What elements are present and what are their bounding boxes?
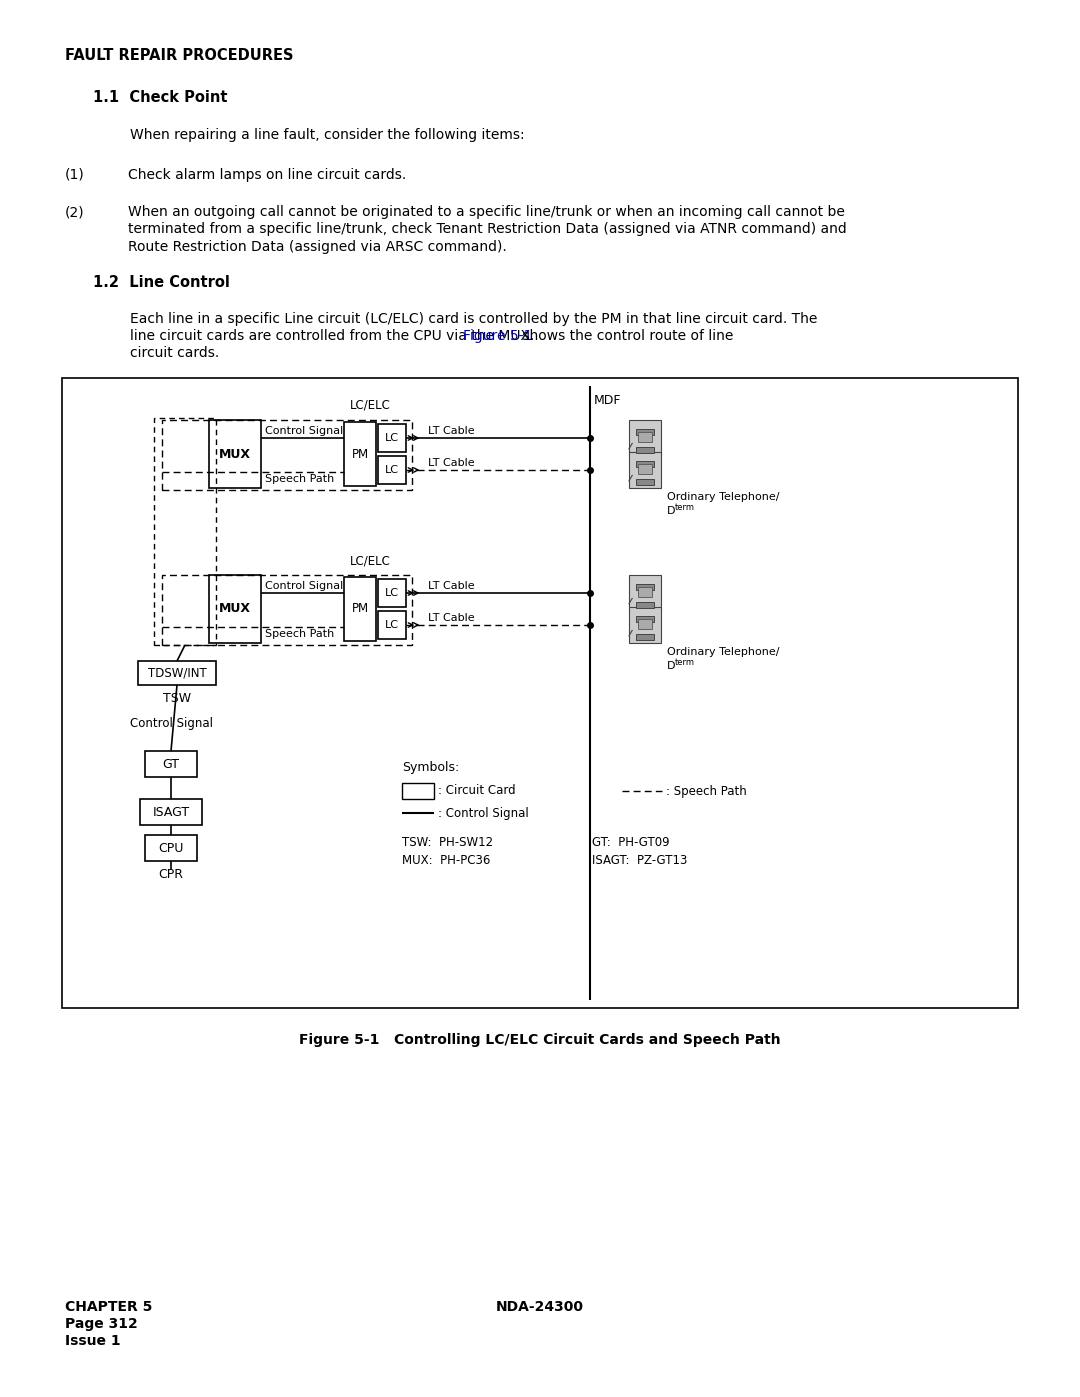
Text: MUX: MUX [219,447,251,461]
Text: : Circuit Card: : Circuit Card [438,785,515,798]
Bar [145,835,197,861]
Text: Page 312: Page 312 [65,1317,138,1331]
Bar [138,661,216,685]
Text: Figure 5-1: Figure 5-1 [463,330,532,344]
Bar [629,420,661,455]
Bar [140,799,202,826]
Text: : Control Signal: : Control Signal [438,806,529,820]
Bar [378,578,406,608]
Text: Control Signal: Control Signal [265,581,343,591]
Text: GT:  PH-GT09: GT: PH-GT09 [592,837,670,849]
Text: Route Restriction Data (assigned via ARSC command).: Route Restriction Data (assigned via ARS… [129,240,507,254]
Text: : Speech Path: : Speech Path [666,785,746,798]
Text: LT Cable: LT Cable [428,458,474,468]
Bar [638,619,652,629]
Text: MUX:  PH-PC36: MUX: PH-PC36 [402,855,490,868]
Text: LT Cable: LT Cable [428,426,474,436]
Text: D: D [667,506,675,515]
Text: TSW:  PH-SW12: TSW: PH-SW12 [402,837,494,849]
Text: 1.2  Line Control: 1.2 Line Control [93,275,230,291]
Text: LC: LC [384,620,399,630]
Text: MUX: MUX [219,602,251,616]
Bar [345,422,376,486]
Text: TSW: TSW [163,693,191,705]
Bar [162,576,411,645]
Bar [638,464,652,475]
Text: Issue 1: Issue 1 [65,1334,121,1348]
Bar [145,752,197,777]
Text: Symbols:: Symbols: [402,761,459,774]
Text: Control Signal: Control Signal [130,717,213,729]
Bar [629,576,661,610]
Bar [636,616,654,622]
Text: shows the control route of line: shows the control route of line [518,330,734,344]
Bar [636,479,654,485]
Bar [378,425,406,453]
Text: Check alarm lamps on line circuit cards.: Check alarm lamps on line circuit cards. [129,168,406,182]
Text: ISAGT: ISAGT [152,806,190,819]
Bar [154,418,216,645]
Text: LC/ELC: LC/ELC [350,400,391,412]
Bar [62,379,1018,1009]
Text: FAULT REPAIR PROCEDURES: FAULT REPAIR PROCEDURES [65,47,294,63]
Bar [378,610,406,638]
Bar [636,584,654,590]
Text: LT Cable: LT Cable [428,581,474,591]
Text: terminated from a specific line/trunk, check Tenant Restriction Data (assigned v: terminated from a specific line/trunk, c… [129,222,847,236]
Bar [629,608,661,643]
Text: PM: PM [351,602,368,616]
Text: CPU: CPU [159,841,184,855]
Text: CHAPTER 5: CHAPTER 5 [65,1301,152,1315]
Text: LC: LC [384,465,399,475]
Text: LC/ELC: LC/ELC [350,555,391,567]
Bar [638,587,652,598]
Bar [629,453,661,488]
Text: Control Signal: Control Signal [265,426,343,436]
Text: When an outgoing call cannot be originated to a specific line/trunk or when an i: When an outgoing call cannot be originat… [129,205,845,219]
Text: TDSW/INT: TDSW/INT [148,666,206,679]
Text: ISAGT:  PZ-GT13: ISAGT: PZ-GT13 [592,855,687,868]
Bar [378,455,406,483]
Bar [638,432,652,443]
Text: CPR: CPR [159,869,184,882]
Bar [636,634,654,640]
Text: term: term [675,658,696,666]
Text: LC: LC [384,588,399,598]
Text: Ordinary Telephone/: Ordinary Telephone/ [667,492,780,502]
Bar [345,577,376,641]
Bar [636,461,654,467]
Text: Speech Path: Speech Path [265,629,334,638]
Text: circuit cards.: circuit cards. [130,346,219,360]
Text: LT Cable: LT Cable [428,613,474,623]
Text: 1.1  Check Point: 1.1 Check Point [93,89,228,105]
Text: Each line in a specific Line circuit (LC/ELC) card is controlled by the PM in th: Each line in a specific Line circuit (LC… [130,312,818,326]
Bar [210,420,261,488]
Text: When repairing a line fault, consider the following items:: When repairing a line fault, consider th… [130,129,525,142]
Text: PM: PM [351,447,368,461]
Bar [402,782,434,799]
Bar [636,429,654,434]
Bar [636,602,654,608]
Text: LC: LC [384,433,399,443]
Text: Ordinary Telephone/: Ordinary Telephone/ [667,647,780,657]
Text: D: D [667,661,675,671]
Text: MDF: MDF [594,394,621,407]
Text: Figure 5-1   Controlling LC/ELC Circuit Cards and Speech Path: Figure 5-1 Controlling LC/ELC Circuit Ca… [299,1032,781,1046]
Text: NDA-24300: NDA-24300 [496,1301,584,1315]
Text: (1): (1) [65,168,84,182]
Text: Speech Path: Speech Path [265,474,334,483]
Text: (2): (2) [65,205,84,219]
Bar [162,420,411,490]
Text: line circuit cards are controlled from the CPU via the MUX.: line circuit cards are controlled from t… [130,330,539,344]
Text: term: term [675,503,696,511]
Bar [210,576,261,643]
Text: GT: GT [162,757,179,771]
Bar [636,447,654,453]
